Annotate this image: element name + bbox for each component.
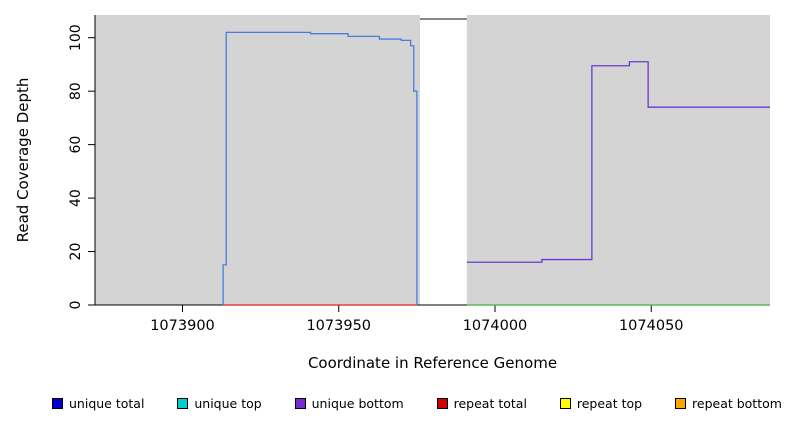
coverage-chart: 1073900 1073950 1074000 1074050 0 20 40 60 80 100… <box>14 15 770 372</box>
y-tick-label: 80 <box>68 82 84 100</box>
legend-swatch-repeat-bottom <box>675 398 687 409</box>
y-tick-label: 100 <box>68 24 84 51</box>
y-tick-label: 60 <box>68 136 84 154</box>
legend-item-repeat-top: repeat top <box>559 396 643 411</box>
legend-label: repeat bottom <box>692 396 782 411</box>
y-axis-title: Read Coverage Depth <box>14 78 32 243</box>
legend-label: unique bottom <box>311 396 404 411</box>
y-tick-label: 20 <box>68 243 84 261</box>
y-tick-label: 0 <box>68 301 84 310</box>
legend-item-unique-bottom: unique bottom <box>294 396 404 411</box>
legend-label: repeat top <box>576 396 643 411</box>
legend-swatch-repeat-top <box>559 398 571 409</box>
legend-swatch-unique-top <box>177 398 189 409</box>
x-tick-label: 1074050 <box>619 318 684 334</box>
legend-label: repeat total <box>453 396 527 411</box>
chart-legend: unique total unique top unique bottom repea… <box>0 396 792 411</box>
legend-swatch-unique-total <box>52 398 63 409</box>
legend-label: unique top <box>194 396 262 411</box>
legend-swatch-repeat-total <box>436 398 448 409</box>
legend-item-repeat-bottom: repeat bottom <box>675 396 782 411</box>
x-tick-label: 1073950 <box>306 318 371 334</box>
x-tick-label: 1074000 <box>463 318 528 334</box>
panel-shading-1 <box>466 15 770 305</box>
panel-shading-0 <box>95 15 420 305</box>
x-tick-label: 1073900 <box>150 318 215 334</box>
legend-item-unique-top: unique top <box>177 396 262 411</box>
y-tick-label: 40 <box>68 189 84 207</box>
series-unique-coverage-left-block <box>222 31 418 305</box>
legend-swatch-unique-bottom <box>294 398 306 409</box>
legend-item-repeat-total: repeat total <box>436 396 527 411</box>
legend-item-unique-total: unique total <box>52 396 144 411</box>
series-unique-bottom-right-block <box>466 61 770 263</box>
x-axis-title: Coordinate in Reference Genome <box>308 354 557 372</box>
legend-label: unique total <box>69 396 145 411</box>
